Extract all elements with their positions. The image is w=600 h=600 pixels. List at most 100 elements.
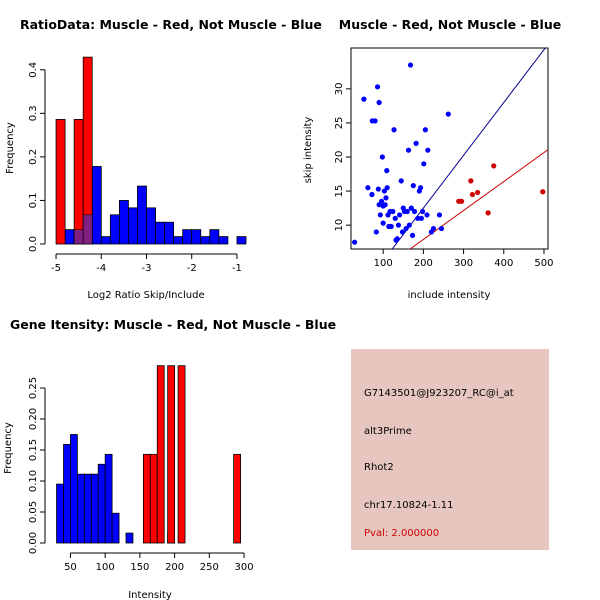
scatter-title: Muscle - Red, Not Muscle - Blue bbox=[339, 17, 561, 32]
scatter-red-point-2 bbox=[468, 178, 474, 184]
chart2-xtick-label-3: 200 bbox=[165, 562, 184, 573]
scatter-blue-point-13 bbox=[379, 154, 385, 160]
chart2-red-bar-1 bbox=[149, 453, 158, 544]
chart2-xtick-label-4: 250 bbox=[200, 562, 219, 573]
scatter-blue-point-5 bbox=[372, 118, 378, 124]
chart0-xtick-label-4: -1 bbox=[232, 263, 242, 274]
chart2-xtick-label-1: 100 bbox=[96, 562, 115, 573]
scatter-blue-point-7 bbox=[374, 84, 381, 90]
chart0-ytick-label-3: 0.3 bbox=[28, 105, 39, 121]
chart0-blue-bar-18 bbox=[236, 236, 247, 245]
chart2-ytick-label-1: 0.05 bbox=[28, 501, 39, 523]
scatter-fit-line-0 bbox=[391, 48, 546, 249]
chart0-ytick-label-4: 0.4 bbox=[28, 62, 39, 78]
scatter-blue-point-3 bbox=[369, 191, 375, 198]
chart2-red-bar-6 bbox=[233, 453, 241, 544]
scatter-blue-point-19 bbox=[384, 168, 390, 174]
intensity-histogram-title: Gene Itensity: Muscle - Red, Not Muscle … bbox=[10, 317, 336, 332]
scatter-blue-point-15 bbox=[380, 220, 386, 226]
chart2-ytick-label-3: 0.15 bbox=[28, 439, 39, 461]
info-panel-background bbox=[351, 349, 549, 550]
chart0-blue-bar-17 bbox=[218, 236, 229, 245]
ratio-histogram: RatioData: Muscle - Red, Not Muscle - Bl… bbox=[5, 17, 322, 301]
chart0-blue-bar-14 bbox=[191, 229, 202, 245]
chart0-overlap-bar-1 bbox=[82, 214, 93, 245]
scatter-blue-point-43 bbox=[410, 183, 416, 189]
chart2-xtick-label-0: 50 bbox=[64, 562, 77, 573]
chart0-blue-bar-16 bbox=[209, 229, 220, 245]
scatter-blue-point-42 bbox=[409, 232, 416, 238]
chart0-blue-bar-9 bbox=[146, 207, 156, 245]
chart2-blue-bar-1 bbox=[63, 444, 71, 544]
scatter-blue-point-32 bbox=[398, 178, 404, 184]
scatter-ytick-label-3: 25 bbox=[334, 117, 345, 130]
chart2-ytick-label-2: 0.10 bbox=[28, 470, 39, 492]
scatter-blue-point-57 bbox=[436, 212, 443, 218]
chart2-blue-bar-4 bbox=[83, 473, 92, 544]
chart0-xtick-label-1: -4 bbox=[96, 263, 106, 274]
chart0-blue-bar-11 bbox=[164, 221, 175, 245]
chart2-blue-bar-6 bbox=[97, 463, 106, 544]
chart0-red-bar-0 bbox=[55, 119, 66, 245]
pval-text: Pval: 2.000000 bbox=[364, 528, 439, 539]
chart2-xtick-label-5: 300 bbox=[235, 562, 254, 573]
info-panel: G7143501@J923207_RC@i_at alt3Prime Rhot2… bbox=[351, 349, 549, 550]
scatter-red-point-5 bbox=[485, 210, 491, 216]
scatter-blue-point-39 bbox=[406, 222, 412, 228]
scatter-xtick-label-0: 100 bbox=[374, 258, 393, 269]
scatter-blue-point-45 bbox=[413, 140, 419, 146]
chart0-blue-bar-7 bbox=[128, 207, 138, 245]
intensity-histogram-ylabel: Frequency bbox=[3, 422, 14, 474]
event-type-text: alt3Prime bbox=[364, 426, 412, 437]
scatter-blue-point-53 bbox=[424, 212, 430, 218]
scatter-blue-point-48 bbox=[417, 185, 424, 191]
scatter-blue-point-8 bbox=[375, 186, 381, 192]
scatter-ylabel: skip intensity bbox=[303, 117, 314, 184]
ratio-histogram-ylabel: Frequency bbox=[5, 122, 16, 174]
scatter-blue-point-30 bbox=[395, 222, 402, 228]
scatter-blue-point-50 bbox=[419, 208, 426, 215]
scatter-blue-point-26 bbox=[391, 127, 397, 133]
scatter-blue-point-20 bbox=[384, 185, 390, 191]
scatter-ytick-label-1: 15 bbox=[334, 185, 345, 198]
gene-name-text: Rhot2 bbox=[364, 462, 394, 473]
scatter-plot-frame bbox=[350, 47, 549, 250]
chart2-red-bar-0 bbox=[142, 453, 151, 544]
scatter-blue-point-52 bbox=[422, 127, 428, 133]
scatter-blue-point-38 bbox=[405, 147, 412, 153]
chart2-blue-bar-2 bbox=[70, 434, 78, 544]
scatter-blue-point-27 bbox=[392, 215, 398, 221]
ratio-histogram-xlabel: Log2 Ratio Skip/Include bbox=[87, 290, 204, 301]
probe-id-text: G7143501@J923207_RC@i_at bbox=[364, 388, 514, 399]
chart0-xtick-label-2: -3 bbox=[142, 263, 152, 274]
scatter-fit-line-1 bbox=[409, 149, 548, 249]
chart2-blue-bar-3 bbox=[76, 473, 85, 544]
scatter-blue-point-6 bbox=[373, 229, 379, 235]
chart0-red-bar-1 bbox=[73, 119, 84, 245]
ratio-histogram-title: RatioData: Muscle - Red, Not Muscle - Bl… bbox=[20, 17, 322, 32]
chart0-ytick-label-1: 0.1 bbox=[28, 192, 39, 208]
chart2-blue-bar-7 bbox=[104, 453, 113, 544]
chart2-ytick-label-0: 0.00 bbox=[28, 532, 39, 554]
chart0-overlap-bar-0 bbox=[73, 229, 84, 245]
scatter-xtick-label-2: 300 bbox=[454, 258, 473, 269]
scatter-blue-point-54 bbox=[425, 147, 431, 153]
scatter-ytick-label-4: 30 bbox=[334, 83, 345, 96]
chart2-blue-bar-5 bbox=[90, 473, 99, 544]
chart0-blue-bar-5 bbox=[109, 214, 120, 245]
scatter-blue-point-12 bbox=[378, 198, 385, 204]
chart0-blue-bar-12 bbox=[173, 236, 184, 245]
chart2-blue-bar-0 bbox=[56, 483, 64, 544]
scatter-blue-point-41 bbox=[408, 205, 414, 211]
scatter-blue-point-58 bbox=[438, 225, 445, 232]
intensity-histogram: Gene Itensity: Muscle - Red, Not Muscle … bbox=[3, 317, 336, 600]
scatter-red-point-4 bbox=[475, 189, 481, 196]
scatter-blue-point-46 bbox=[415, 215, 421, 221]
scatter-blue-point-18 bbox=[383, 195, 389, 201]
scatter-xtick-label-4: 500 bbox=[534, 258, 553, 269]
scatter-red-point-6 bbox=[491, 163, 497, 169]
scatter-blue-point-40 bbox=[407, 62, 414, 68]
scatter-red-point-7 bbox=[540, 189, 546, 195]
chart0-blue-bar-4 bbox=[100, 236, 111, 245]
scatter-blue-point-31 bbox=[397, 212, 403, 218]
